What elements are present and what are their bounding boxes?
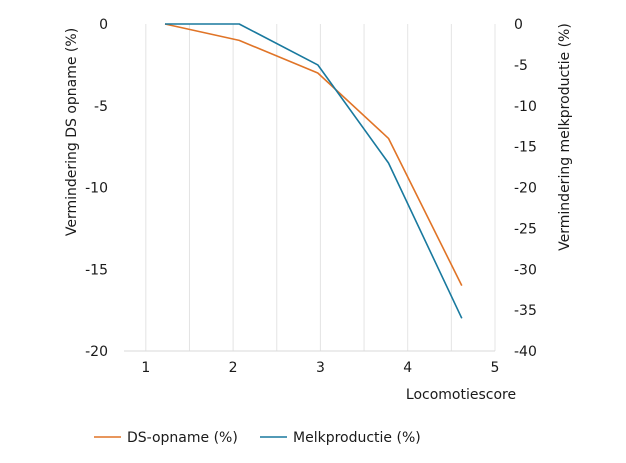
series-line-0 — [164, 23, 463, 286]
y-left-tick-label: 0 — [99, 17, 108, 33]
y-axis-right-title: Vermindering melkproductie (%) — [557, 23, 573, 251]
series-layer — [164, 23, 463, 319]
legend: DS-opname (%) Melkproductie (%) — [94, 430, 421, 446]
series-line-1 — [165, 23, 463, 319]
x-tick-label: 2 — [229, 360, 238, 376]
y-right-tick-label: -15 — [514, 140, 537, 156]
y-right-tick-label: -20 — [514, 181, 537, 197]
y-right-tick-label: -10 — [514, 99, 537, 115]
tick-labels: 1 2 3 4 5 0 -5 -10 -15 -20 0 -5 -10 -15 -20 -25 -30 -35 -4… — [85, 17, 537, 376]
y-right-tick-label: -40 — [514, 344, 537, 360]
x-tick-label: 4 — [403, 360, 412, 376]
y-right-tick-label: -25 — [514, 221, 537, 237]
legend-item-melk: Melkproductie (%) — [260, 430, 421, 446]
x-tick-label: 5 — [491, 360, 500, 376]
x-tick-label: 1 — [141, 360, 150, 376]
x-tick-label: 3 — [316, 360, 325, 376]
grid — [145, 24, 496, 351]
y-right-tick-label: 0 — [514, 17, 523, 33]
y-left-tick-label: -15 — [85, 262, 108, 278]
y-axis-left-title: Vermindering DS opname (%) — [64, 28, 80, 236]
y-right-tick-label: -30 — [514, 262, 537, 278]
y-left-tick-label: -5 — [94, 99, 108, 115]
legend-label-ds: DS-opname (%) — [127, 430, 238, 446]
y-right-tick-label: -5 — [514, 58, 528, 74]
legend-item-ds: DS-opname (%) — [94, 430, 238, 446]
y-right-tick-label: -35 — [514, 303, 537, 319]
legend-label-melk: Melkproductie (%) — [293, 430, 421, 446]
y-left-tick-label: -10 — [85, 181, 108, 197]
x-axis-title: Locomotiescore — [406, 387, 516, 403]
y-left-tick-label: -20 — [85, 344, 108, 360]
